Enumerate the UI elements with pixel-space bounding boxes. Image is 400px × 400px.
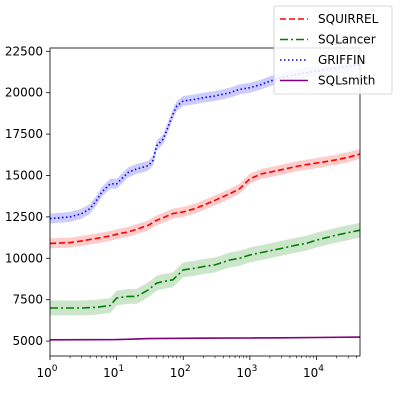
legend-label-sqlsmith: SQLsmith: [318, 74, 375, 88]
series-line-sqlsmith: [50, 337, 360, 340]
y-tick-label: 7500: [12, 293, 43, 307]
x-tick-label: 103: [236, 364, 257, 380]
y-tick-label: 10000: [5, 251, 43, 265]
legend-label-griffin: GRIFFIN: [318, 53, 366, 67]
x-tick-label: 100: [36, 364, 57, 380]
y-tick-label: 12500: [5, 210, 43, 224]
y-tick-label: 17500: [5, 127, 43, 141]
y-tick-label: 20000: [5, 86, 43, 100]
x-tick-label: 101: [103, 364, 124, 380]
x-tick-label: 104: [303, 364, 324, 380]
y-tick-label: 15000: [5, 169, 43, 183]
x-tick-label: 102: [170, 364, 191, 380]
legend-label-sqlancer: SQLancer: [318, 33, 376, 47]
legend-label-squirrel: SQUIRREL: [318, 12, 379, 26]
legend: SQUIRREL SQLancer GRIFFIN SQLsmith: [274, 6, 392, 94]
y-tick-label: 5000: [12, 334, 43, 348]
y-tick-label: 22500: [5, 44, 43, 58]
